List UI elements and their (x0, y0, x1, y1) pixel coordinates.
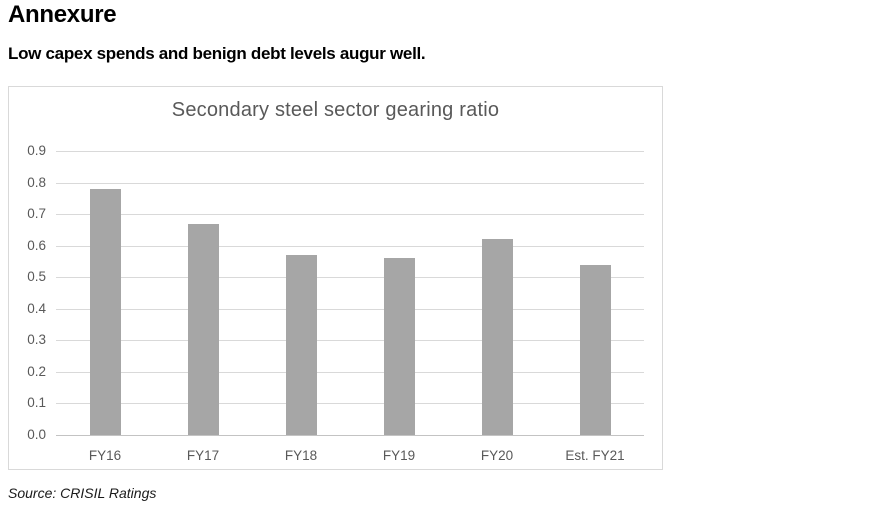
y-tick-label: 0.8 (27, 174, 46, 190)
y-tick-label: 0.5 (27, 269, 46, 285)
gridline (56, 182, 644, 184)
gridline (56, 340, 644, 342)
y-tick-label: 0.9 (27, 143, 46, 158)
bar (383, 258, 415, 435)
gridline (56, 308, 644, 310)
y-tick-label: 0.2 (27, 363, 46, 379)
y-tick-label: 0.7 (27, 206, 46, 222)
y-tick-label: 0.1 (27, 395, 46, 411)
x-tick-label: FY17 (186, 448, 220, 463)
x-tick-label: FY16 (88, 448, 122, 463)
bar (579, 264, 611, 435)
chart-title: Secondary steel sector gearing ratio (171, 99, 500, 121)
y-tick-label: 0.3 (27, 332, 46, 348)
gridline (56, 245, 644, 247)
gridline (56, 151, 644, 152)
x-tick-label: FY20 (480, 448, 514, 463)
x-tick-label: FY19 (382, 448, 416, 463)
x-tick-label: FY18 (284, 448, 318, 463)
gridline (56, 214, 644, 216)
page-title: Annexure (8, 1, 117, 28)
bar (285, 255, 317, 435)
chart-caption: Low capex spends and benign debt levels … (8, 44, 426, 63)
bar (187, 223, 219, 435)
x-tick-label: Est. FY21 (565, 448, 625, 463)
gridline (56, 277, 644, 279)
y-tick-label: 0.4 (27, 300, 46, 316)
bar-chart: Secondary steel sector gearing ratio 0.0… (8, 86, 663, 470)
gridline (56, 371, 644, 373)
gridline (56, 435, 644, 436)
y-tick-label: 0.6 (27, 237, 46, 253)
gridline (56, 403, 644, 405)
bar (481, 239, 513, 435)
source-note: Source: CRISIL Ratings (8, 485, 157, 501)
y-tick-label: 0.0 (27, 427, 46, 442)
bar (89, 188, 121, 435)
